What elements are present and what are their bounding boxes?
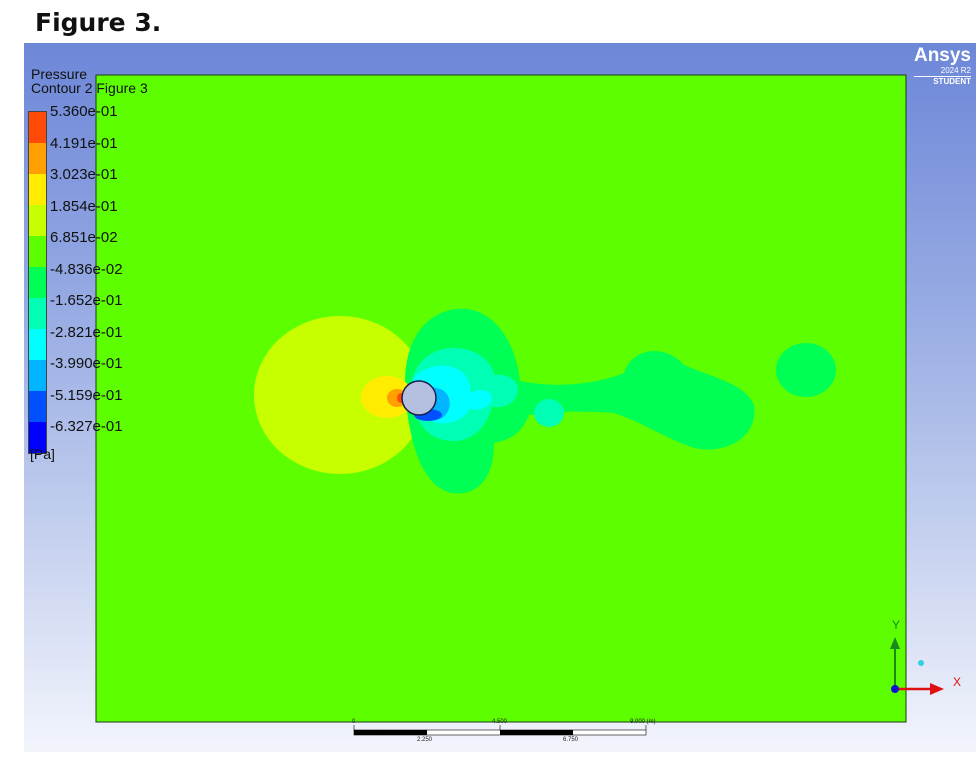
- color-bar-tick-label: 6.851e-02: [50, 229, 118, 246]
- y-axis-label: Y: [892, 618, 901, 632]
- graphics-viewport[interactable]: Pressure Contour 2 Figure 3 5.360e-01 4.1…: [24, 43, 976, 752]
- cylinder[interactable]: [401, 380, 437, 416]
- scale-label-0: 0: [352, 719, 356, 725]
- color-bar-tick-label: -2.821e-01: [50, 323, 123, 341]
- color-bar-segment: [29, 112, 46, 143]
- color-bar-segment: [29, 329, 46, 360]
- scale-label-2250: 2.250: [417, 737, 433, 743]
- color-bar-tick-label: -6.327e-01: [50, 418, 123, 435]
- scale-label-6750: 6.750: [563, 737, 579, 743]
- scale-label-9000: 9.000 (m): [630, 719, 656, 725]
- ansys-logo: Ansys 2024 R2 STUDENT: [913, 45, 971, 87]
- color-bar-segment: [29, 267, 46, 298]
- color-bar-segment: [29, 391, 46, 422]
- color-bar-tick-label: 4.191e-01: [50, 134, 118, 152]
- color-bar-tick-label: -4.836e-02: [50, 260, 123, 278]
- brand-version: 2024 R2: [940, 66, 971, 75]
- color-bar-tick-label: 5.360e-01: [50, 103, 118, 120]
- scale-bar: [353, 725, 647, 736]
- color-bar-segment: [29, 143, 46, 174]
- figure-title: Figure 3.: [35, 8, 162, 37]
- color-bar-segment: [29, 360, 46, 391]
- color-bar-tick-label: -3.990e-01: [50, 355, 123, 372]
- color-bar-segment: [29, 298, 46, 329]
- color-bar: [28, 111, 47, 454]
- scale-label-4500: 4.500: [492, 719, 508, 725]
- color-bar-tick-label: -1.652e-01: [50, 292, 123, 309]
- color-bar-tick-label: 3.023e-01: [50, 166, 118, 183]
- legend-unit: [Pa]: [30, 446, 55, 462]
- color-bar-segment: [29, 174, 46, 205]
- legend-variable: Pressure: [31, 66, 88, 82]
- contour-plot: [95, 74, 944, 736]
- color-bar-tick-label: -5.159e-01: [50, 386, 123, 404]
- stagnation-zone-mid: [361, 376, 413, 418]
- color-bar-segment: [29, 205, 46, 236]
- color-bar-segment: [29, 422, 46, 453]
- axis-triad[interactable]: [890, 637, 944, 695]
- brand-edition: STUDENT: [913, 76, 971, 87]
- x-axis-label: X: [953, 675, 962, 689]
- wake-eddy: [534, 399, 564, 427]
- color-bar-segment: [29, 236, 46, 267]
- legend-contour-name: Contour 2 Figure 3: [31, 80, 148, 96]
- wake-region: [405, 308, 755, 494]
- stagnation-zone-outer: [254, 316, 426, 474]
- color-bar-tick-label: 1.854e-01: [50, 197, 118, 215]
- far-wake-patch: [776, 343, 836, 397]
- brand-name: Ansys: [913, 45, 971, 66]
